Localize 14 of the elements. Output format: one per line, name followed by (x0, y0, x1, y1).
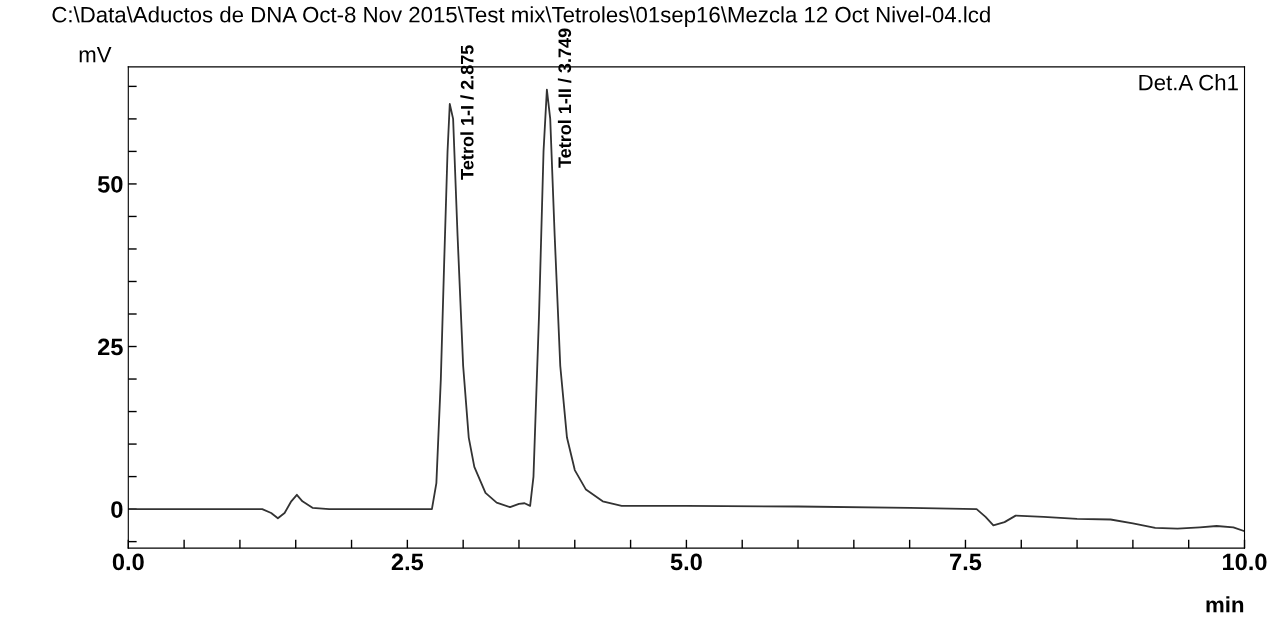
x-tick-label: 7.5 (950, 553, 982, 571)
x-tick-label: 5.0 (670, 553, 702, 571)
x-axis-title: min (1206, 596, 1244, 613)
chart-title: C:\Data\Aductos de DNA Oct-8 Nov 2015\Test mix\Tetroles\01sep16\Mezcla 12 Oct Nivel-04.lcd (52, 6, 990, 27)
y-axis-title: mV (79, 46, 112, 63)
x-tick-label: 2.5 (391, 553, 424, 571)
y-tick-label: 25 (98, 338, 123, 356)
y-tick-label: 0 (111, 501, 123, 518)
annotation: Tetrol 1-I / 2.875 (460, 45, 474, 180)
y-tick-label: 50 (97, 176, 123, 193)
annotation: Det.A Ch1 (1139, 74, 1238, 91)
x-tick-label: 10.0 (1223, 553, 1267, 571)
x-tick-label: 0.0 (112, 553, 144, 571)
annotation: Tetrol 1-II / 3.749 (557, 28, 572, 168)
